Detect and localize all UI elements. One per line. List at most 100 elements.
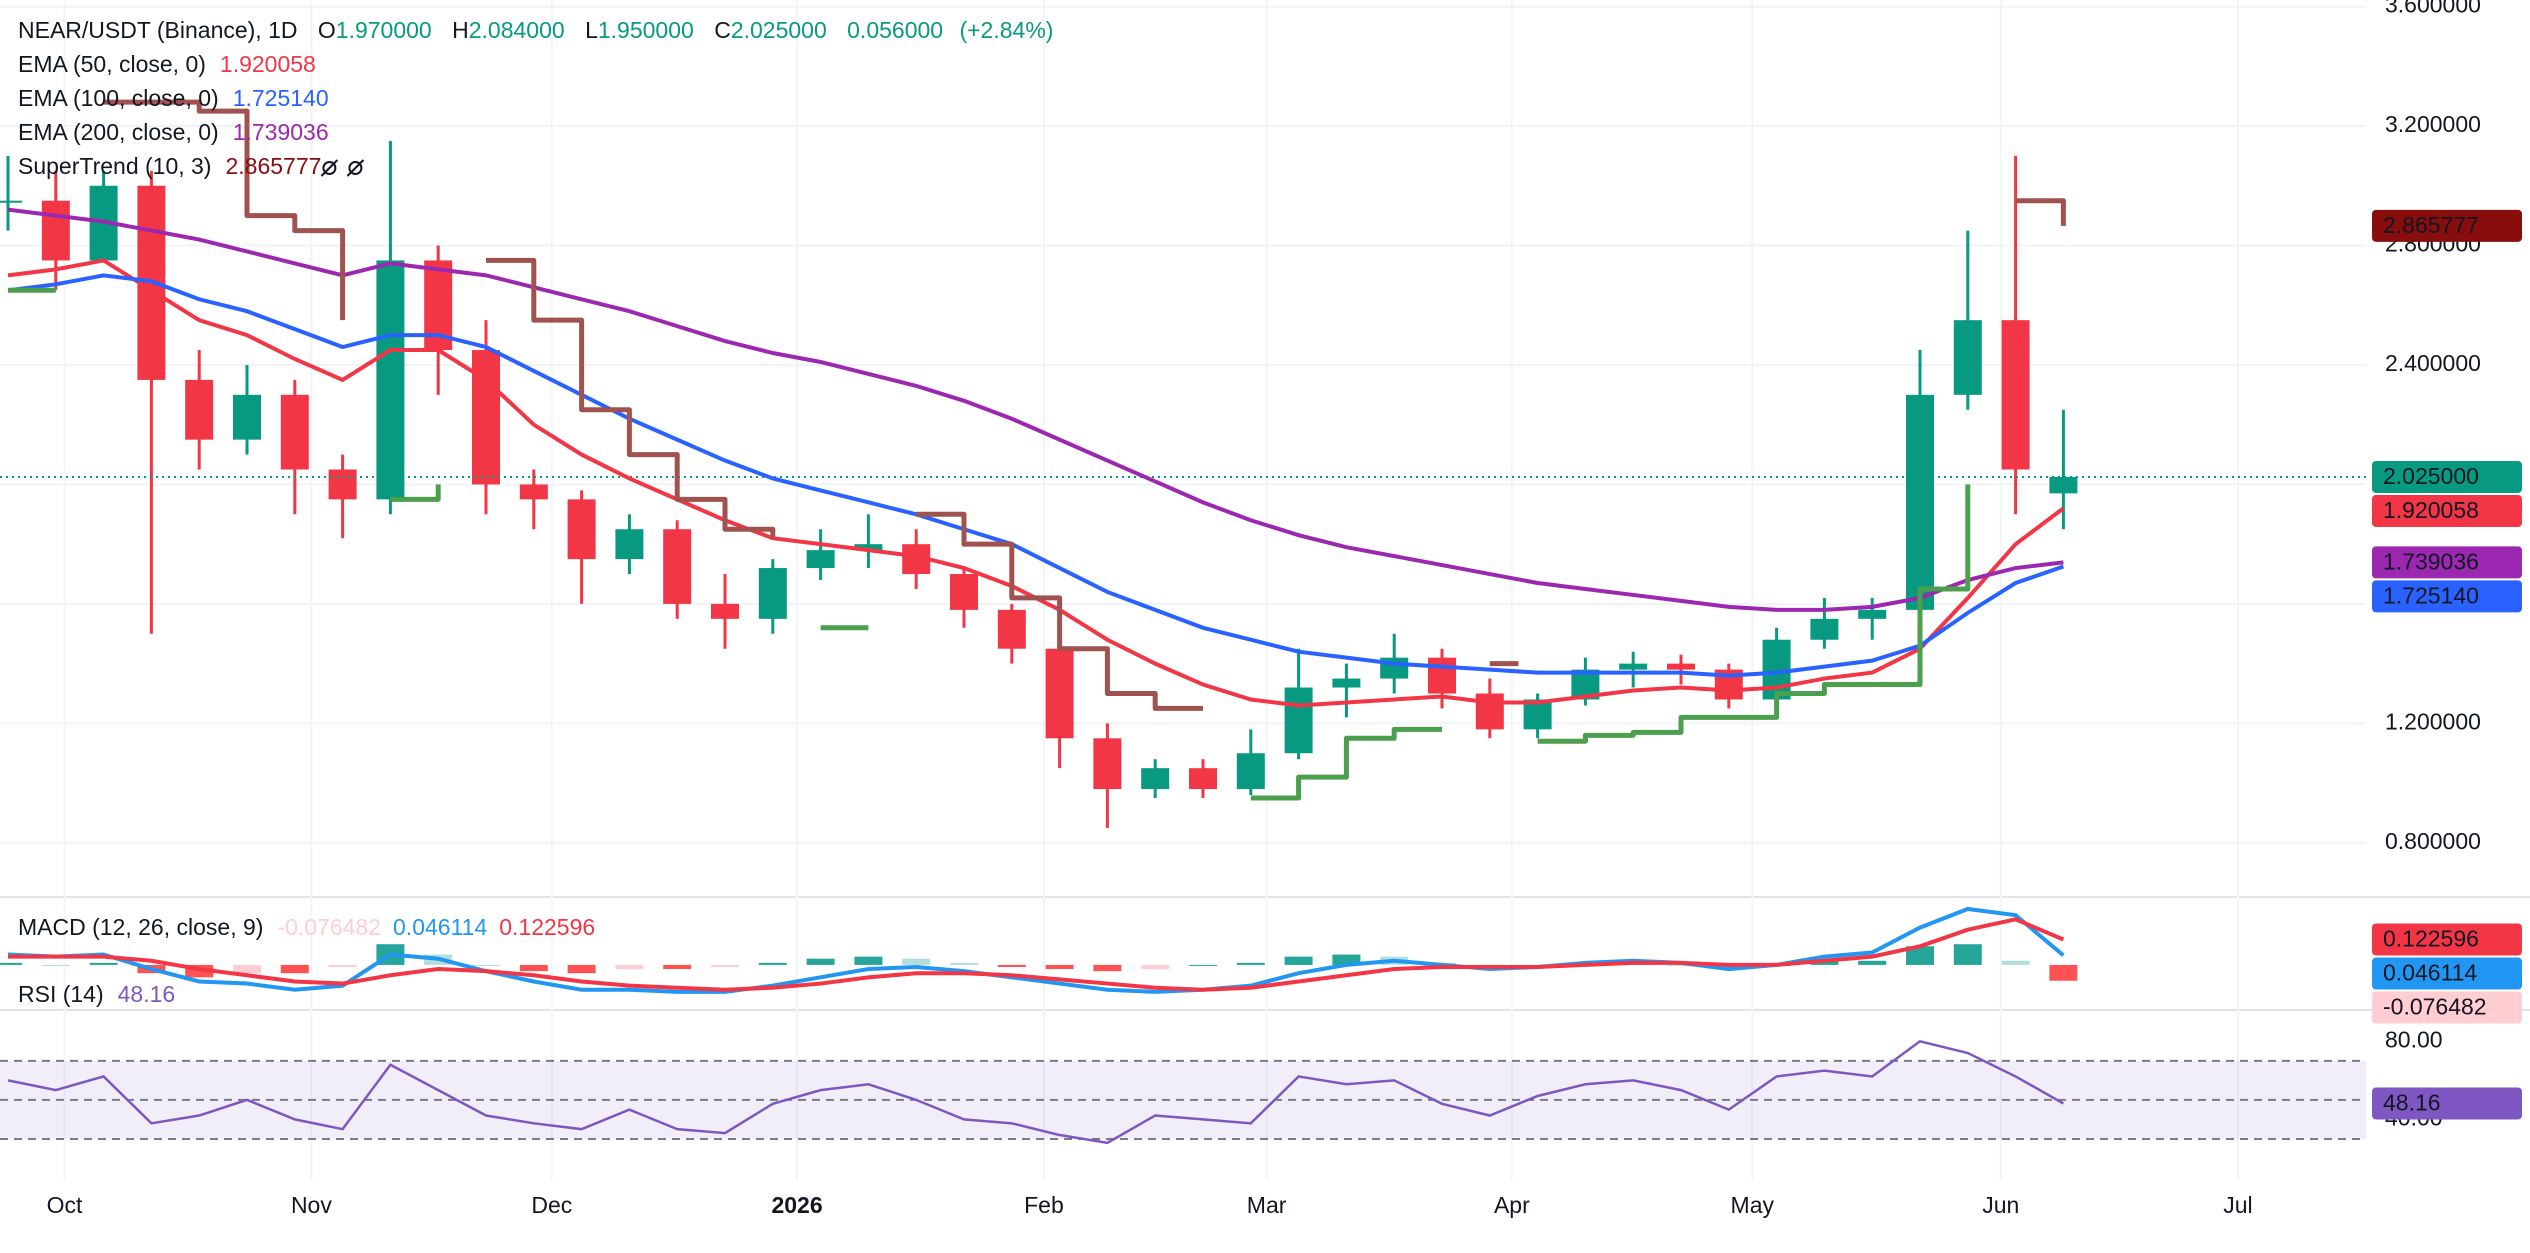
macd-histogram-bar: [2001, 960, 2030, 965]
candle-body: [711, 603, 739, 619]
candle-body: [1332, 678, 1361, 688]
legend-value: 1.739036: [233, 119, 329, 145]
supertrend-line: [486, 257, 776, 539]
macd-histogram-bar: [89, 962, 118, 965]
legend-value: 0.122596: [499, 914, 595, 940]
price-badge-label: -0.076482: [2383, 994, 2487, 1020]
candle-body: [1619, 663, 1648, 670]
x-tick-label: Oct: [47, 1192, 83, 1218]
candle-body: [1284, 687, 1313, 754]
legend-value: 1.920058: [220, 51, 316, 77]
supertrend-line: [2015, 198, 2066, 226]
y-tick-label: 3.600000: [2385, 0, 2481, 18]
candle-body: [280, 394, 309, 470]
legend-name: EMA (200, close, 0): [18, 119, 219, 145]
price-badge-label: 48.16: [2383, 1090, 2441, 1116]
candle-body: [1953, 320, 1982, 395]
candle-body: [2001, 320, 2030, 470]
macd-histogram-bar: [519, 964, 548, 972]
candle-body: [1141, 768, 1170, 790]
supertrend-line: [1537, 484, 1971, 744]
change-pct: (+2.84%): [959, 17, 1053, 43]
candle-body: [1667, 663, 1695, 670]
macd-line: [8, 917, 2065, 992]
legend-name: MACD (12, 26, close, 9): [18, 914, 263, 940]
x-tick-label: Jun: [1982, 1192, 2019, 1218]
legend-value: -0.076482: [277, 914, 381, 940]
price-badge: [2372, 209, 2522, 242]
badges: 2.865777 2.025000 1.920058 1.739036 1.725140…: [2372, 209, 2522, 1120]
candle-body: [758, 568, 787, 619]
macd-histogram-bar: [1332, 954, 1361, 965]
ohlc-value: 1.950000: [598, 17, 694, 43]
legend-name: RSI (14): [18, 981, 104, 1007]
x-tick-label: Nov: [291, 1192, 332, 1218]
macd-histogram-bar: [1953, 944, 1982, 965]
price-badge: [2372, 580, 2522, 613]
candle-body: [997, 609, 1026, 649]
candle-body: [472, 350, 500, 485]
y-tick-label: 2.400000: [2385, 350, 2481, 376]
macd-histogram-bar: [1093, 964, 1122, 972]
macd-histogram-bar: [567, 964, 596, 974]
price-badge: [2372, 1087, 2522, 1120]
x-tick-label: Jul: [2223, 1192, 2252, 1218]
macd-histogram-bar: [1906, 946, 1934, 965]
y-tick-label: 0.800000: [2385, 828, 2481, 854]
candle-body: [1858, 609, 1887, 619]
macd-histogram-bar: [280, 964, 309, 974]
header: NEAR/USDT (Binance), 1D O1.970000 H2.084…: [18, 17, 1053, 43]
ohlc-key: H: [452, 17, 469, 43]
y-tick-label: 3.200000: [2385, 111, 2481, 137]
candle-body: [1428, 657, 1456, 694]
macd-histogram-bar: [41, 964, 70, 966]
price-badge-label: 1.739036: [2383, 548, 2479, 574]
price-badge: [2372, 546, 2522, 579]
legend-value: 2.865777: [225, 153, 321, 179]
legend-entry: MACD (12, 26, close, 9) -0.076482 0.046114…: [18, 914, 595, 940]
legend-entry: EMA (50, close, 0) 1.920058: [18, 51, 316, 77]
ohlc-value: 1.970000: [336, 17, 432, 43]
legend-entry: SuperTrend (10, 3) 2.865777: [18, 153, 321, 179]
x-tick-label: Feb: [1024, 1192, 1064, 1218]
price-badge-label: 1.725140: [2383, 582, 2479, 608]
price-badge: [2372, 460, 2522, 493]
visibility-icon: [320, 159, 339, 177]
supertrend-line: [103, 99, 346, 321]
supertrend-line: [390, 484, 441, 502]
macd-histogram-bar: [1858, 960, 1887, 965]
price-badge-label: 0.046114: [2383, 960, 2477, 986]
macd-histogram-bar: [663, 964, 692, 970]
legend-value: 1.725140: [233, 85, 329, 111]
ohlc-key: C: [714, 17, 731, 43]
y-tick-label: 80.00: [2385, 1026, 2443, 1052]
candle-body: [2049, 476, 2078, 494]
candle-body: [519, 484, 548, 500]
legend-value: 0.046114: [393, 914, 487, 940]
x-tick-label: Dec: [531, 1192, 572, 1218]
macd-histogram-bar: [758, 962, 787, 965]
macd-histogram-bar: [806, 958, 835, 965]
y-tick-label: 1.200000: [2385, 708, 2481, 734]
macd-histogram-bar: [328, 964, 357, 967]
legend: NEAR/USDT (Binance), 1D O1.970000 H2.084…: [18, 17, 1053, 1007]
price-badge: [2372, 923, 2522, 956]
candle-body: [1236, 753, 1265, 790]
macd-histogram-bar: [233, 964, 261, 974]
ohlc-key: L: [585, 17, 598, 43]
candle-body: [1045, 648, 1074, 739]
macd-histogram-bar: [997, 964, 1026, 967]
macd-histogram-bar: [1141, 964, 1170, 970]
macd-histogram-bar: [472, 964, 500, 966]
ohlc-key: O: [318, 17, 336, 43]
x-tick-label: 2026: [771, 1192, 822, 1218]
legend-entry: EMA (100, close, 0) 1.725140: [18, 85, 329, 111]
change: 0.056000: [847, 17, 943, 43]
supertrend-line: [916, 511, 1203, 711]
price-badge-label: 2.025000: [2383, 463, 2479, 489]
marks: [0, 99, 2366, 1145]
macd-histogram-bar: [1714, 964, 1743, 970]
price-badge: [2372, 991, 2522, 1024]
